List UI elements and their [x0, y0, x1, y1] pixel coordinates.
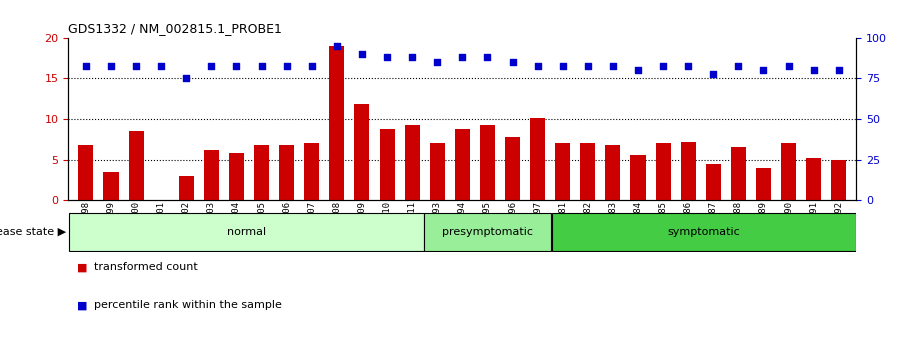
Bar — [78, 145, 94, 200]
Bar — [580, 144, 596, 200]
Bar — [279, 145, 294, 200]
Bar — [630, 155, 646, 200]
Point — [656, 63, 670, 68]
Bar — [404, 125, 420, 200]
Bar — [68, 213, 424, 251]
Point — [480, 55, 495, 60]
Point — [128, 63, 143, 68]
Point — [78, 63, 93, 68]
Bar — [425, 213, 551, 251]
Bar — [681, 142, 696, 200]
Point — [304, 63, 319, 68]
Bar — [204, 150, 219, 200]
Bar — [756, 168, 771, 200]
Point — [832, 68, 846, 73]
Point — [706, 71, 721, 76]
Bar — [530, 118, 545, 200]
Point — [104, 63, 118, 68]
Point — [506, 60, 520, 65]
Text: GDS1332 / NM_002815.1_PROBE1: GDS1332 / NM_002815.1_PROBE1 — [68, 22, 282, 36]
Bar — [380, 129, 394, 200]
Point — [630, 68, 645, 73]
Text: percentile rank within the sample: percentile rank within the sample — [94, 300, 281, 310]
Point — [404, 55, 419, 60]
Text: ■: ■ — [77, 300, 88, 310]
Text: normal: normal — [227, 227, 266, 237]
Bar — [430, 144, 445, 200]
Point — [530, 63, 545, 68]
Bar — [480, 125, 495, 200]
Bar — [731, 147, 746, 200]
Point — [556, 63, 570, 68]
Bar — [179, 176, 194, 200]
Point — [230, 63, 244, 68]
Point — [330, 43, 344, 49]
Bar — [781, 144, 796, 200]
Point — [254, 63, 269, 68]
Bar — [128, 131, 144, 200]
Point — [580, 63, 595, 68]
Bar — [551, 213, 856, 251]
Point — [606, 63, 620, 68]
Point — [782, 63, 796, 68]
Point — [455, 55, 470, 60]
Text: disease state ▶: disease state ▶ — [0, 227, 67, 237]
Point — [806, 68, 821, 73]
Bar — [831, 159, 846, 200]
Point — [430, 60, 445, 65]
Bar — [806, 158, 821, 200]
Point — [154, 63, 169, 68]
Text: ■: ■ — [77, 262, 88, 272]
Bar — [229, 153, 244, 200]
Bar — [329, 46, 344, 200]
Bar — [505, 137, 520, 200]
Text: presymptomatic: presymptomatic — [442, 227, 533, 237]
Point — [681, 63, 695, 68]
Bar — [354, 105, 370, 200]
Bar — [706, 164, 721, 200]
Bar — [656, 144, 670, 200]
Bar — [555, 144, 570, 200]
Point — [354, 51, 369, 57]
Point — [380, 55, 394, 60]
Text: symptomatic: symptomatic — [668, 227, 741, 237]
Bar — [455, 129, 470, 200]
Point — [280, 63, 294, 68]
Bar — [304, 144, 319, 200]
Bar — [104, 172, 118, 200]
Point — [179, 76, 193, 81]
Bar — [254, 145, 269, 200]
Bar — [606, 145, 620, 200]
Text: transformed count: transformed count — [94, 262, 198, 272]
Point — [204, 63, 219, 68]
Point — [756, 68, 771, 73]
Point — [732, 63, 746, 68]
